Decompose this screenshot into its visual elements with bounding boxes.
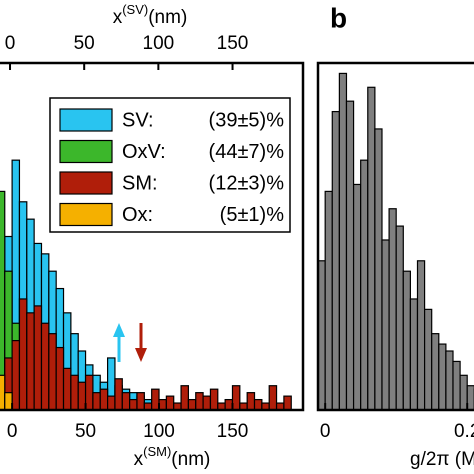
bar (165, 395, 175, 410)
bar (48, 333, 57, 410)
panel-b-frame (316, 61, 474, 412)
legend-name: SV: (122, 109, 154, 131)
bar (136, 392, 145, 410)
bar (224, 398, 234, 410)
bar (423, 308, 433, 410)
legend-swatch (59, 171, 113, 195)
bar (409, 298, 419, 410)
x-tick-label: 150 (217, 421, 249, 442)
x-tick-label: 100 (143, 421, 175, 442)
bar (84, 374, 94, 410)
bar (70, 374, 79, 410)
bar (388, 208, 397, 410)
bar (459, 374, 468, 410)
bar (253, 398, 263, 410)
bar (283, 395, 292, 410)
bar (367, 86, 376, 410)
top-x-axis-label: x(SV)(nm) (113, 2, 188, 28)
legend-swatch (59, 139, 113, 164)
label-sup: (SM) (143, 444, 171, 459)
top-x-tick-label: 0 (5, 33, 16, 54)
legend: SV: (39±5)% OxV: (44±7)% SM: (12±3)% Ox: (5±1)% (49, 97, 291, 233)
bar (452, 360, 461, 410)
bar (4, 392, 13, 410)
bar (402, 270, 411, 410)
bar (40, 322, 50, 410)
bar (77, 381, 87, 410)
bar (431, 333, 440, 410)
bar (331, 110, 340, 410)
bar (360, 159, 369, 410)
top-x-tick-label: 50 (74, 33, 95, 54)
legend-name: Ox: (122, 204, 153, 226)
label-unit: (nm) (171, 449, 210, 470)
bar (18, 298, 28, 410)
x-axis-label: g/2π (M (410, 449, 474, 470)
bar (0, 374, 6, 410)
bar (187, 398, 197, 410)
bar (62, 367, 72, 410)
bar (381, 239, 390, 410)
top-x-tick-label: 150 (217, 33, 249, 54)
bar (345, 100, 355, 410)
bar (445, 350, 454, 410)
x-axis-label: x(SM)(nm) (134, 444, 211, 470)
bar (99, 388, 109, 410)
legend-share: (12±3)% (209, 172, 285, 194)
x-tick-label: 0 (320, 421, 331, 442)
bar (231, 385, 241, 410)
legend-share: (5±1)% (220, 204, 285, 226)
top-x-tick-label: 100 (143, 33, 175, 54)
bar (246, 392, 256, 410)
bar (129, 398, 138, 410)
bar (114, 378, 123, 410)
bar (466, 385, 474, 410)
legend-swatch (59, 108, 113, 132)
legend-share: (44±7)% (209, 141, 285, 163)
bar (151, 388, 160, 410)
bar (158, 398, 167, 410)
label-base: x (134, 449, 144, 470)
label-base: x (113, 7, 123, 28)
bar (438, 343, 447, 410)
legend-swatch (59, 202, 113, 227)
bar (26, 312, 35, 410)
bar (416, 260, 426, 410)
bar (202, 395, 212, 410)
legend-name: SM: (122, 172, 158, 194)
legend-name: OxV: (122, 141, 166, 163)
bar (180, 385, 190, 410)
bar (338, 72, 348, 410)
panel-label: b (330, 2, 347, 33)
x-tick-label: 50 (75, 421, 96, 442)
bar (374, 128, 383, 410)
panel-a-frame (0, 61, 305, 412)
legend-share: (39±5)% (209, 109, 285, 131)
bar (352, 183, 362, 410)
label-unit: (nm) (148, 7, 187, 28)
panel-b-plot (318, 72, 474, 410)
bar (107, 395, 116, 410)
bar (195, 392, 204, 410)
panel-a-plot (0, 159, 292, 410)
bar (33, 305, 43, 410)
x-tick-label: 0 (7, 421, 18, 442)
bar (209, 388, 219, 410)
bar (55, 346, 65, 410)
label-sup: (SV) (122, 2, 148, 17)
bar (92, 392, 101, 410)
x-tick-label: 0.2 (454, 421, 474, 442)
bar (395, 225, 404, 410)
bar (11, 340, 21, 410)
bar (324, 190, 333, 410)
bar (268, 385, 278, 410)
spin-arrows (113, 323, 147, 362)
bar (121, 392, 131, 410)
